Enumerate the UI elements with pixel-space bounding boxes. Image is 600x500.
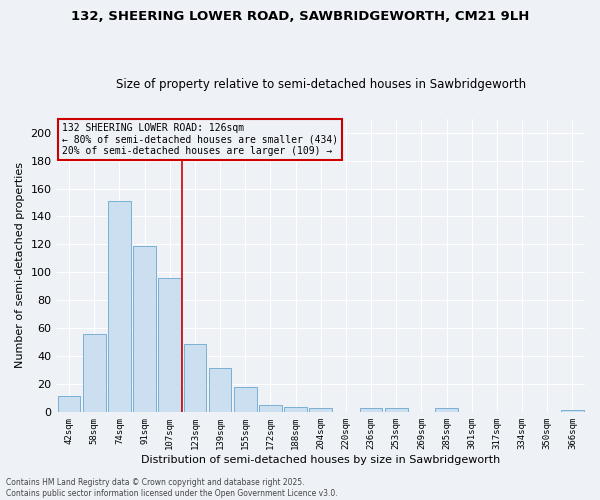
Text: Contains HM Land Registry data © Crown copyright and database right 2025.
Contai: Contains HM Land Registry data © Crown c…: [6, 478, 338, 498]
Bar: [133, 246, 156, 412]
Bar: [360, 408, 382, 412]
Title: Size of property relative to semi-detached houses in Sawbridgeworth: Size of property relative to semi-detach…: [116, 78, 526, 91]
Bar: [83, 334, 106, 412]
Bar: [435, 408, 458, 412]
Bar: [209, 368, 232, 412]
Bar: [184, 344, 206, 412]
Bar: [108, 201, 131, 412]
Bar: [259, 406, 282, 412]
Y-axis label: Number of semi-detached properties: Number of semi-detached properties: [15, 162, 25, 368]
Bar: [385, 408, 407, 412]
X-axis label: Distribution of semi-detached houses by size in Sawbridgeworth: Distribution of semi-detached houses by …: [141, 455, 500, 465]
Bar: [284, 406, 307, 412]
Bar: [158, 278, 181, 412]
Bar: [561, 410, 584, 412]
Bar: [310, 408, 332, 412]
Bar: [234, 387, 257, 412]
Text: 132 SHEERING LOWER ROAD: 126sqm
← 80% of semi-detached houses are smaller (434)
: 132 SHEERING LOWER ROAD: 126sqm ← 80% of…: [62, 123, 338, 156]
Text: 132, SHEERING LOWER ROAD, SAWBRIDGEWORTH, CM21 9LH: 132, SHEERING LOWER ROAD, SAWBRIDGEWORTH…: [71, 10, 529, 23]
Bar: [58, 396, 80, 412]
